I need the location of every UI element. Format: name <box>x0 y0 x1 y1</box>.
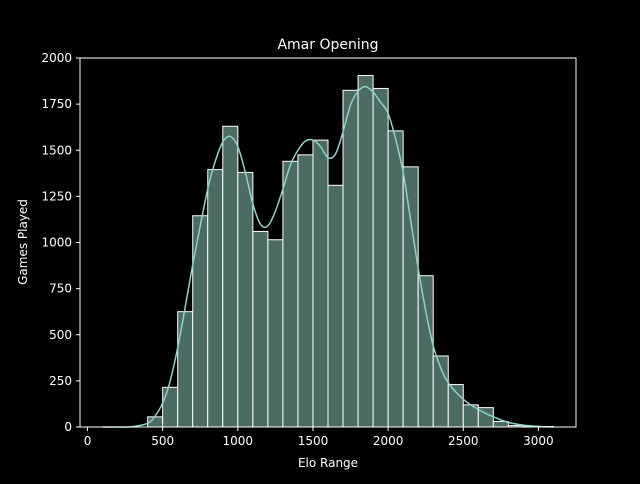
y-axis-label: Games Played <box>16 199 30 285</box>
chart-title: Amar Opening <box>277 37 378 53</box>
y-tick-label: 0 <box>64 420 72 434</box>
histogram-bar <box>372 87 389 428</box>
y-tick-label: 1500 <box>41 143 72 157</box>
histogram-bar <box>222 125 239 428</box>
histogram-bar <box>237 171 254 428</box>
x-tick-label: 3000 <box>523 434 554 448</box>
y-tick-label: 2000 <box>41 51 72 65</box>
histogram-bar <box>162 386 179 428</box>
kde-curve <box>102 85 554 428</box>
x-tick-label: 2000 <box>373 434 404 448</box>
y-tick-label: 1750 <box>41 97 72 111</box>
histogram-bar <box>267 239 284 428</box>
histogram-bar <box>207 169 224 428</box>
x-tick-label: 1000 <box>223 434 254 448</box>
histogram-bar <box>282 160 299 428</box>
histogram-bar <box>342 89 359 428</box>
histogram-bar <box>312 139 329 428</box>
y-axis-ticks: 0 250 500 750 1000 1250 1500 1750 2000 <box>41 51 80 434</box>
y-tick-label: 750 <box>49 282 72 296</box>
x-axis-ticks: 0 500 1000 1500 2000 2500 3000 <box>84 427 554 448</box>
histogram-bar <box>357 75 374 428</box>
x-tick-label: 2500 <box>448 434 479 448</box>
y-tick-label: 250 <box>49 374 72 388</box>
histogram-bar <box>327 184 344 428</box>
histogram-bar <box>252 230 269 428</box>
x-tick-label: 0 <box>84 434 92 448</box>
kde-layer <box>102 85 554 428</box>
y-tick-label: 1250 <box>41 189 72 203</box>
histogram-bar <box>387 130 404 428</box>
histogram-bar <box>402 166 419 428</box>
x-axis-label: Elo Range <box>298 456 358 470</box>
histogram-bar <box>417 275 434 428</box>
histogram-bar <box>192 215 209 428</box>
histogram-bar <box>297 154 314 428</box>
x-tick-label: 500 <box>151 434 174 448</box>
y-tick-label: 1000 <box>41 236 72 250</box>
x-tick-label: 1500 <box>298 434 329 448</box>
y-tick-label: 500 <box>49 328 72 342</box>
histogram-bar <box>177 311 194 428</box>
bars-layer <box>147 75 554 428</box>
